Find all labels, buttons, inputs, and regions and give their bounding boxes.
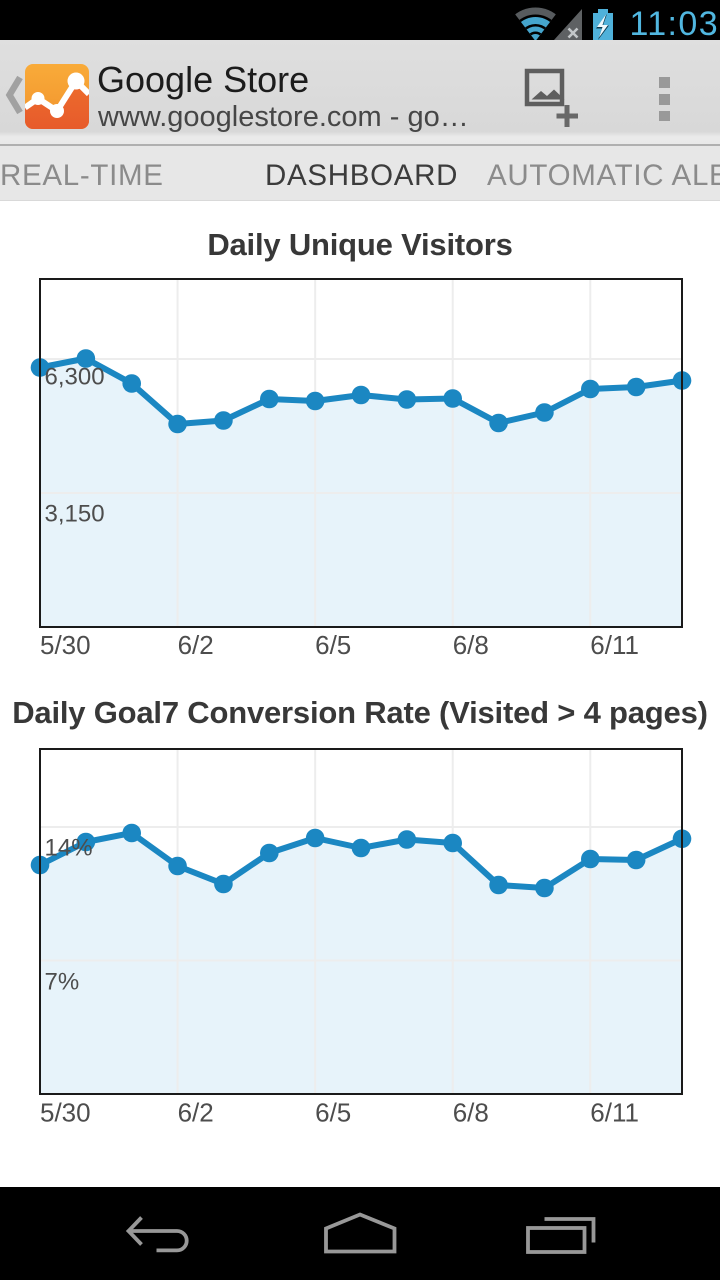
svg-text:14%: 14% [45,835,93,862]
svg-text:5/30: 5/30 [40,1098,91,1128]
svg-text:6/11: 6/11 [590,1098,639,1128]
svg-text:6/5: 6/5 [315,1098,351,1128]
svg-text:6/2: 6/2 [178,1098,214,1128]
svg-text:6/8: 6/8 [453,1098,489,1128]
svg-text:7%: 7% [45,969,80,996]
svg-text:6/2: 6/2 [178,630,214,660]
svg-text:6/5: 6/5 [315,630,351,660]
svg-text:3,150: 3,150 [45,500,105,527]
svg-text:6/11: 6/11 [590,630,639,660]
svg-text:6,300: 6,300 [45,364,105,391]
svg-text:6/8: 6/8 [453,630,489,660]
svg-text:5/30: 5/30 [40,630,91,660]
